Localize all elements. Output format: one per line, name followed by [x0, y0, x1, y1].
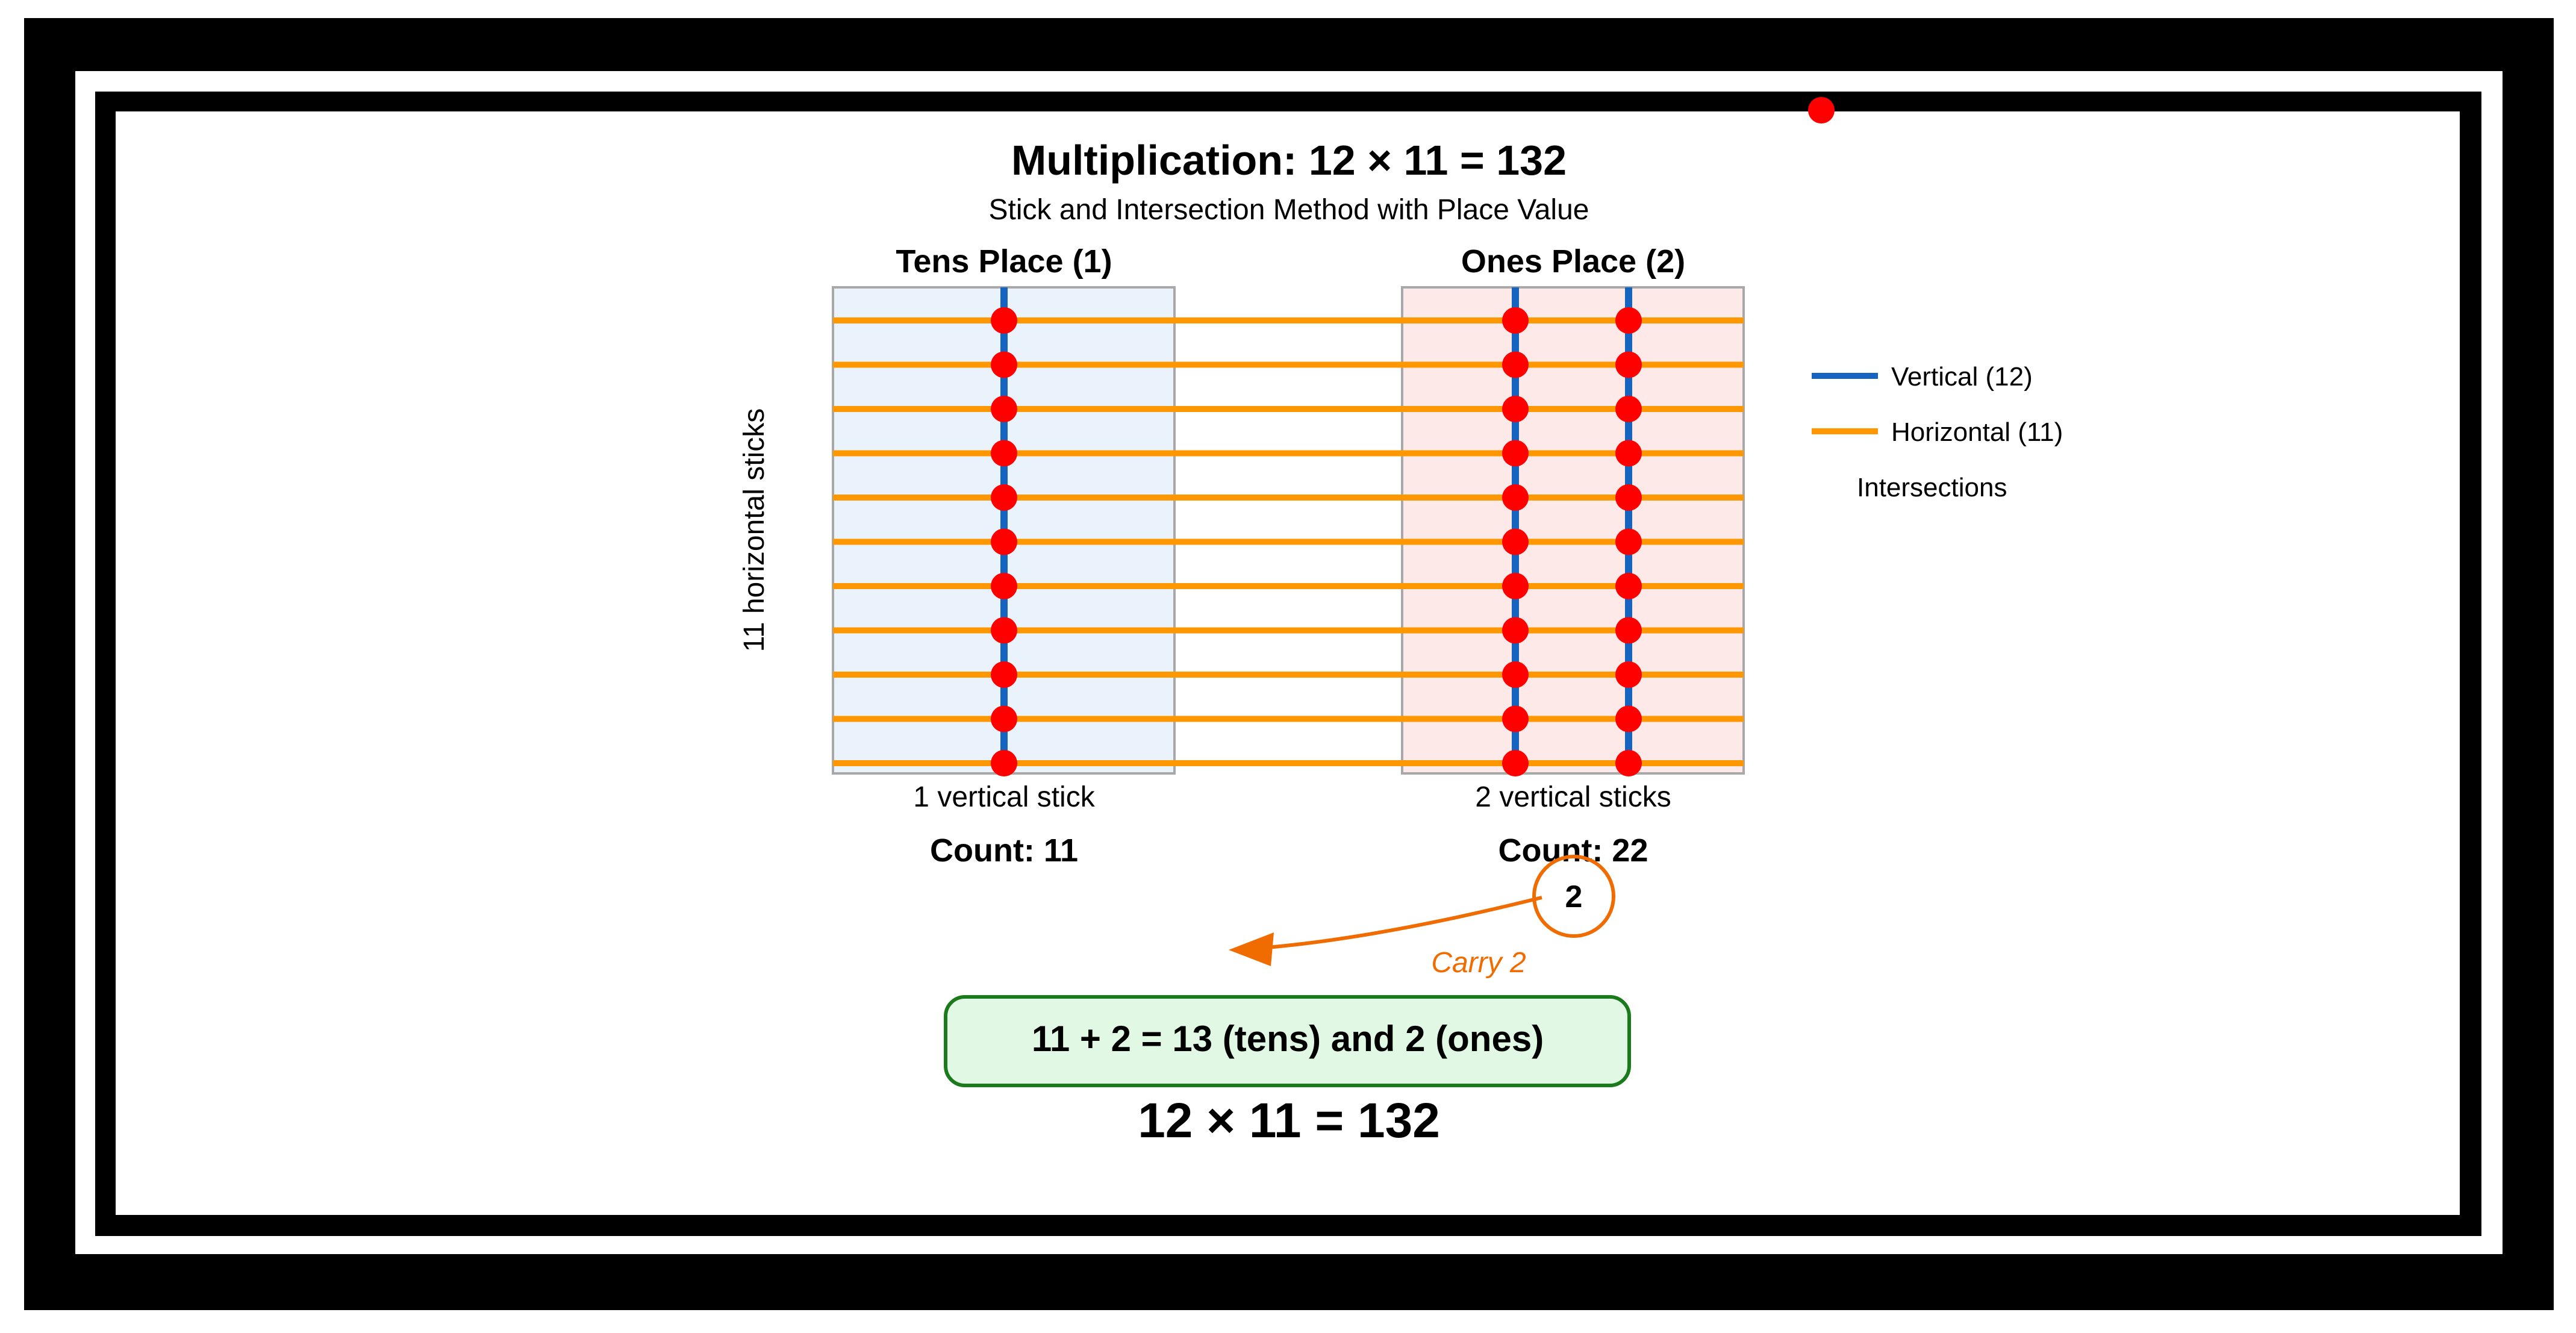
intersection-dot — [1615, 307, 1642, 334]
intersection-dot — [991, 573, 1017, 599]
intersection-dots — [991, 307, 1642, 776]
final-equation: 12 × 11 = 132 — [1138, 1093, 1440, 1148]
intersection-dot — [991, 351, 1017, 378]
intersection-dot — [1615, 661, 1642, 688]
intersection-dot — [991, 661, 1017, 688]
ones-place-header: Ones Place (2) — [1461, 243, 1685, 279]
horizontal-sticks — [833, 317, 1744, 766]
intersection-dot — [991, 484, 1017, 511]
legend-intersections-label: Intersections — [1857, 473, 2007, 502]
intersection-dot — [1615, 440, 1642, 467]
carry-arrow — [1252, 896, 1542, 951]
carry-circle — [1532, 855, 1615, 938]
tens-caption: 1 vertical stick — [913, 781, 1095, 813]
legend-vertical-label: Vertical (12) — [1891, 362, 2033, 392]
intersection-dot — [1615, 351, 1642, 378]
intersection-dot — [1615, 528, 1642, 555]
intersection-dot — [1615, 396, 1642, 422]
diagram-subtitle: Stick and Intersection Method with Place… — [989, 194, 1589, 226]
intersection-dot — [991, 705, 1017, 732]
carry-arrowhead — [1229, 932, 1274, 966]
tens-place-header: Tens Place (1) — [896, 243, 1112, 279]
intersection-dot — [991, 396, 1017, 422]
intersection-dot — [991, 528, 1017, 555]
ones-caption: 2 vertical sticks — [1475, 781, 1671, 813]
intersection-dot — [991, 307, 1017, 334]
intersection-dot — [991, 440, 1017, 467]
horizontal-sticks-label: 11 horizontal sticks — [738, 408, 770, 652]
carry-label: Carry 2 — [1431, 947, 1526, 979]
intersection-dot — [1502, 750, 1529, 776]
intersection-dot — [1502, 440, 1529, 467]
intersection-dot — [1502, 484, 1529, 511]
intersection-dot — [1502, 351, 1529, 378]
tens-count: Count: 11 — [930, 832, 1078, 869]
intersection-dot — [1615, 484, 1642, 511]
intersection-dot — [1615, 750, 1642, 776]
intersection-dot — [1502, 307, 1529, 334]
stray-dot — [1808, 97, 1835, 123]
intersection-dot — [1502, 396, 1529, 422]
result-box — [944, 995, 1631, 1087]
intersection-dot — [991, 617, 1017, 644]
diagram-title: Multiplication: 12 × 11 = 132 — [1011, 137, 1567, 184]
intersection-dot — [1502, 705, 1529, 732]
intersection-dot — [1502, 661, 1529, 688]
intersection-dot — [991, 750, 1017, 776]
intersection-dot — [1502, 617, 1529, 644]
carry-digit: 2 — [1565, 879, 1583, 914]
intersection-dot — [1615, 617, 1642, 644]
ones-place-box — [1401, 286, 1745, 775]
legend-horizontal-label: Horizontal (11) — [1891, 417, 2063, 447]
intersection-dot — [1502, 573, 1529, 599]
intersection-dot — [1615, 573, 1642, 599]
intersection-dot — [1615, 705, 1642, 732]
ones-count: Count: 22 — [1499, 832, 1648, 869]
result-box-text: 11 + 2 = 13 (tens) and 2 (ones) — [1032, 1019, 1544, 1059]
intersection-dot — [1502, 528, 1529, 555]
